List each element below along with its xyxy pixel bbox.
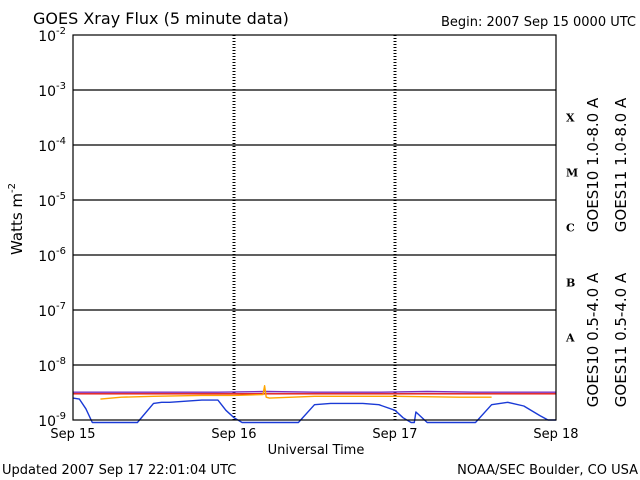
flare-class-x: X bbox=[566, 112, 575, 125]
flare-class-c: C bbox=[566, 222, 575, 235]
flare-class-m: M bbox=[566, 167, 578, 180]
y-tick-exponent: -8 bbox=[56, 356, 66, 367]
y-tick-exponent: -3 bbox=[56, 81, 66, 92]
y-axis-label-exponent: -2 bbox=[7, 183, 18, 193]
y-tick-base: 10 bbox=[38, 194, 56, 210]
x-axis-label: Universal Time bbox=[268, 443, 365, 458]
legend: GOES10 1.0-8.0 A GOES11 1.0-8.0 A GOES10… bbox=[584, 97, 630, 407]
y-tick-label-1: 10-8 bbox=[38, 356, 66, 375]
y-tick-label-5: 10-4 bbox=[38, 136, 66, 155]
begin-label: Begin: 2007 Sep 15 0000 UTC bbox=[441, 15, 636, 30]
y-tick-base: 10 bbox=[38, 29, 56, 45]
y-tick-label-7: 10-2 bbox=[38, 26, 66, 45]
flare-class-b: B bbox=[566, 277, 575, 290]
y-axis-title: Watts m-2 bbox=[7, 183, 26, 255]
legend-goes11-short: GOES11 0.5-4.0 A bbox=[612, 272, 630, 407]
y-tick-label-2: 10-7 bbox=[38, 301, 66, 320]
y-tick-exponent: -9 bbox=[56, 411, 66, 422]
legend-goes10-long: GOES10 1.0-8.0 A bbox=[584, 97, 602, 232]
x-tick-label-2: Sep 17 bbox=[372, 427, 417, 442]
y-tick-label-6: 10-3 bbox=[38, 81, 66, 100]
svg-text:Watts m-2: Watts m-2 bbox=[7, 183, 26, 255]
y-tick-base: 10 bbox=[38, 249, 56, 265]
flare-class-labels: X M C B A bbox=[565, 112, 578, 345]
x-tick-label-3: Sep 18 bbox=[533, 427, 578, 442]
y-tick-base: 10 bbox=[38, 139, 56, 155]
flare-class-a: A bbox=[565, 332, 575, 345]
series-line-0 bbox=[73, 390, 556, 393]
series-layer bbox=[72, 385, 556, 424]
plot-frame bbox=[72, 34, 557, 421]
y-tick-label-3: 10-6 bbox=[38, 246, 66, 265]
y-tick-base: 10 bbox=[38, 84, 56, 100]
y-tick-exponent: -7 bbox=[56, 301, 66, 312]
y-tick-exponent: -5 bbox=[56, 191, 66, 202]
x-tick-labels: Sep 15 Sep 16 Sep 17 Sep 18 bbox=[50, 427, 578, 442]
y-tick-labels: 10-910-810-710-610-510-410-310-2 bbox=[38, 26, 66, 430]
series-line-2 bbox=[100, 385, 492, 400]
series-line-3 bbox=[72, 397, 556, 424]
y-tick-exponent: -6 bbox=[56, 246, 66, 257]
y-tick-base: 10 bbox=[38, 359, 56, 375]
updated-timestamp: Updated 2007 Sep 17 22:01:04 UTC bbox=[2, 463, 236, 478]
y-tick-base: 10 bbox=[38, 304, 56, 320]
y-axis-label: Watts m bbox=[8, 193, 26, 255]
x-tick-label-1: Sep 16 bbox=[211, 427, 256, 442]
legend-goes11-long: GOES11 1.0-8.0 A bbox=[612, 97, 630, 232]
legend-goes10-short: GOES10 0.5-4.0 A bbox=[584, 272, 602, 407]
chart-title: GOES Xray Flux (5 minute data) bbox=[33, 9, 289, 28]
grid-layer bbox=[73, 35, 556, 420]
y-tick-label-0: 10-9 bbox=[38, 411, 66, 430]
y-tick-exponent: -2 bbox=[56, 26, 66, 37]
y-tick-base: 10 bbox=[38, 414, 56, 430]
y-tick-exponent: -4 bbox=[56, 136, 66, 147]
y-tick-label-4: 10-5 bbox=[38, 191, 66, 210]
source-credit: NOAA/SEC Boulder, CO USA bbox=[457, 463, 638, 478]
x-tick-label-0: Sep 15 bbox=[50, 427, 95, 442]
